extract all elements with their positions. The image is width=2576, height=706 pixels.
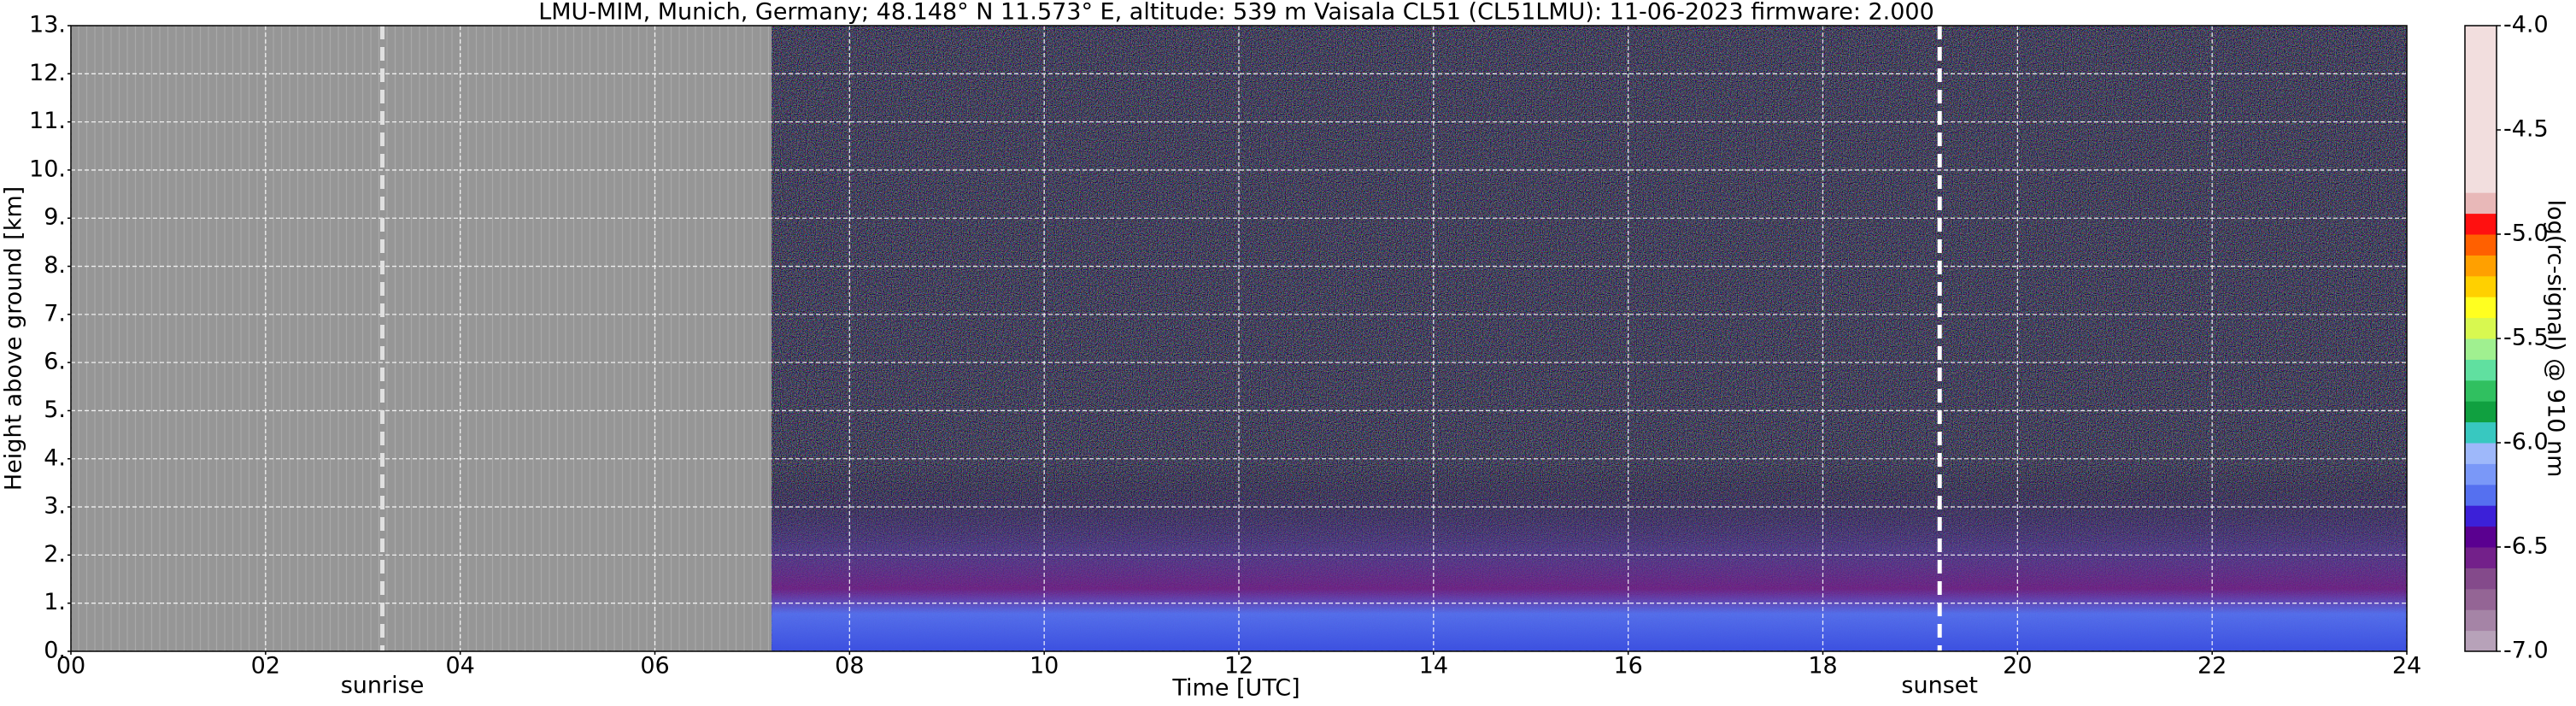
x-tick-label: 20	[2003, 653, 2032, 680]
y-tick-label: 8.	[44, 252, 66, 279]
colorbar-tick-label: -7.0	[2503, 638, 2549, 664]
y-tick-label: 0.	[44, 638, 66, 664]
x-axis-label: Time [UTC]	[1171, 675, 1300, 702]
colorbar-tick-label: -4.5	[2503, 116, 2549, 143]
colorbar-segment	[2465, 526, 2497, 548]
colorbar-label: log(rc-signal) @ 910 nm	[2543, 200, 2569, 478]
colorbar-segment	[2465, 401, 2497, 423]
y-axis-label: Height above ground [km]	[1, 186, 27, 491]
colorbar-tick-label: -6.0	[2503, 429, 2549, 456]
x-tick-label: 24	[2392, 653, 2421, 680]
y-tick-label: 10.	[29, 156, 66, 182]
x-tick-label: 02	[251, 653, 280, 680]
colorbar-segment	[2465, 588, 2497, 610]
colorbar-segment	[2465, 379, 2497, 402]
x-tick-label: 16	[1613, 653, 1642, 680]
x-tick-label: 22	[2198, 653, 2227, 680]
y-tick-label: 5.	[44, 397, 66, 423]
colorbar-segment	[2465, 547, 2497, 568]
colorbar-tick-label: -5.5	[2503, 325, 2549, 351]
y-tick-label: 13.	[29, 12, 66, 38]
x-tick-label: 12	[1224, 653, 1253, 680]
colorbar-tick-label: -6.5	[2503, 533, 2549, 560]
y-tick-label: 6.	[44, 349, 66, 375]
colorbar-tick-label: -4.0	[2503, 12, 2549, 38]
colorbar-segment	[2465, 317, 2497, 339]
y-tick-label: 1.	[44, 589, 66, 615]
colorbar-segment	[2465, 255, 2497, 277]
x-tick-label: 08	[835, 653, 864, 680]
plot-frame	[70, 25, 2408, 652]
y-tick-label: 9.	[44, 204, 66, 231]
x-tick-label: 04	[445, 653, 474, 680]
y-tick-label: 7.	[44, 300, 66, 327]
y-tick-label: 4.	[44, 444, 66, 471]
boundary-layer	[772, 26, 2408, 651]
colorbar-segment	[2465, 505, 2497, 527]
y-tick-label: 12.	[29, 60, 66, 86]
x-tick-label: 06	[640, 653, 669, 680]
colorbar-segment	[2465, 568, 2497, 590]
colorbar-segment	[2465, 443, 2497, 464]
colorbar-tick-label: -5.0	[2503, 221, 2549, 247]
x-tick-label: 14	[1419, 653, 1448, 680]
colorbar-segment	[2465, 26, 2497, 193]
colorbar-segment	[2465, 463, 2497, 485]
colorbar-segment	[2465, 630, 2497, 652]
annotation-label: sunrise	[341, 673, 425, 699]
colorbar-segment	[2465, 338, 2497, 360]
colorbar-segment	[2465, 609, 2497, 632]
y-tick-label: 11.	[29, 108, 66, 134]
colorbar-segment	[2465, 421, 2497, 444]
colorbar-segment	[2465, 297, 2497, 319]
colorbar-segment	[2465, 484, 2497, 506]
y-tick-label: 2.	[44, 541, 66, 568]
x-tick-label: 10	[1030, 653, 1059, 680]
x-tick-label: 18	[1808, 653, 1837, 680]
y-tick-label: 3.	[44, 493, 66, 520]
x-tick-label: 00	[56, 653, 85, 680]
chart-title: LMU-MIM, Munich, Germany; 48.148° N 11.5…	[538, 0, 1934, 26]
colorbar-segment	[2465, 213, 2497, 235]
colorbar-segment	[2465, 234, 2497, 256]
colorbar-segment	[2465, 359, 2497, 381]
annotation-label: sunset	[1901, 673, 1978, 699]
colorbar-segment	[2465, 275, 2497, 297]
colorbar-segment	[2465, 192, 2497, 215]
